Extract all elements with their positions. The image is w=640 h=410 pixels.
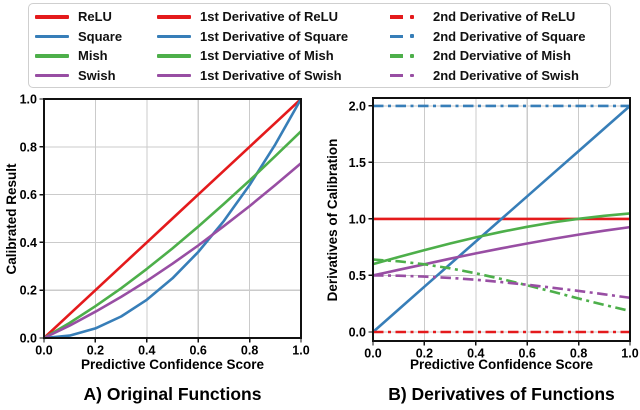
y-tick-label: 0.8 <box>20 140 37 154</box>
line-segment <box>35 15 69 19</box>
legend-line-marker <box>35 15 69 19</box>
series-1st-derivative-of-square <box>372 104 631 333</box>
legend-entry-label: 1st Derivative of ReLU <box>200 9 338 25</box>
chart-title: B) Derivatives of Functions <box>388 384 615 404</box>
legend-line-marker <box>157 54 191 58</box>
plot-frame <box>43 98 302 339</box>
legend-entry-first-derivatives-1: 1st Derivative of Square <box>157 29 390 44</box>
legend-entry-label: ReLU <box>78 9 112 25</box>
x-tick-label: 0.6 <box>519 347 536 361</box>
dot-segment <box>410 34 414 39</box>
dot-segment <box>410 14 414 19</box>
x-tick-label: 0.2 <box>87 344 104 358</box>
line-segment <box>157 15 191 19</box>
legend-entry-second-derivatives-0: 2nd Derivative of ReLU <box>390 9 610 24</box>
line-segment <box>157 54 191 58</box>
y-tick-label: 0.0 <box>20 332 37 346</box>
series-2nd-derivative-of-swish <box>372 274 631 300</box>
x-tick-label: 0.6 <box>190 344 207 358</box>
chart-original-functions: 0.0 0.2 0.4 0.6 0.8 1.0 0.0 0.2 0.4 0.6 0.8 1.0 Cal… <box>4 93 310 405</box>
legend-line-marker <box>157 73 191 78</box>
x-tick-label: 0.0 <box>35 344 52 358</box>
dot-segment <box>410 73 414 78</box>
legend-line-marker <box>35 34 69 39</box>
y-tick-label: 0.2 <box>20 284 37 298</box>
y-tick-label: 0.0 <box>349 325 366 339</box>
series-1st-derivative-of-swish <box>372 225 631 277</box>
x-tick-label: 0.2 <box>416 347 433 361</box>
dash-segment <box>390 34 403 39</box>
y-tick-label: 2.0 <box>349 99 366 113</box>
legend-line-marker <box>35 54 69 58</box>
legend-entry-label: Mish <box>78 48 108 64</box>
legend-entry-second-derivatives-2: 2nd Derviative of Mish <box>390 48 610 63</box>
line-segment <box>35 34 69 39</box>
series-swish <box>43 162 302 340</box>
legend-entry-label: 2nd Derviative of Mish <box>433 48 571 64</box>
x-tick-label: 0.8 <box>241 344 258 358</box>
legend-entry-label: 1st Derviative of Mish <box>200 48 334 64</box>
legend-entry-label: 1st Derivative of Square <box>200 28 349 44</box>
legend-entry-second-derivatives-3: 2nd Derivative of Swish <box>390 68 610 83</box>
series-1st-derviative-of-mish <box>372 212 631 266</box>
chart-title: A) Original Functions <box>84 384 262 404</box>
x-tick-label: 0.0 <box>364 347 381 361</box>
legend-entry-label: Swish <box>78 68 116 84</box>
legend-entry-functions-1: Square <box>35 29 157 44</box>
plot-area: 0.0 0.2 0.4 0.6 0.8 1.0 0.0 0.5 1.0 1.5 2.0 <box>349 97 639 361</box>
x-tick-label: 0.4 <box>467 347 484 361</box>
legend-entry-label: Square <box>78 28 123 44</box>
x-axis-label: Predictive Confidence Score <box>81 357 265 372</box>
dot-segment <box>410 54 414 58</box>
line-segment <box>157 34 191 39</box>
legend: ReLU Square Mish Swish 1st Derivative of ReL… <box>28 3 611 88</box>
series-mish <box>43 130 302 340</box>
legend-dashdot-marker <box>390 73 424 78</box>
dash-segment <box>390 14 403 19</box>
plot-area: 0.0 0.2 0.4 0.6 0.8 1.0 0.0 0.2 0.4 0.6 0.8 1.0 <box>20 93 310 358</box>
y-tick-label: 1.0 <box>20 93 37 107</box>
x-axis-label: Predictive Confidence Score <box>410 357 594 372</box>
legend-dashdot-marker <box>390 34 424 39</box>
legend-line-marker <box>157 34 191 39</box>
legend-dashdot-marker <box>390 54 424 58</box>
dash-segment <box>390 73 403 78</box>
legend-entry-first-derivatives-3: 1st Derivative of Swish <box>157 68 390 83</box>
legend-grid: ReLU Square Mish Swish 1st Derivative of ReL… <box>35 7 610 85</box>
legend-entry-label: 2nd Derivative of ReLU <box>433 9 576 25</box>
dash-segment <box>390 54 403 58</box>
line-segment <box>35 54 69 58</box>
y-tick-label: 1.5 <box>349 156 366 170</box>
x-tick-label: 1.0 <box>621 347 638 361</box>
chart-derivatives-of-functions: 0.0 0.2 0.4 0.6 0.8 1.0 0.0 0.5 1.0 1.5 2.0 Deriva… <box>325 97 639 404</box>
y-tick-label: 0.4 <box>20 236 37 250</box>
series-2nd-derviative-of-mish <box>372 258 631 313</box>
x-tick-label: 1.0 <box>292 344 309 358</box>
line-segment <box>35 73 69 78</box>
legend-entry-functions-3: Swish <box>35 68 157 83</box>
legend-entry-label: 2nd Derivative of Square <box>433 28 586 44</box>
legend-dashdot-marker <box>390 14 424 19</box>
legend-line-marker <box>35 73 69 78</box>
y-tick-label: 0.5 <box>349 269 366 283</box>
y-tick-label: 1.0 <box>349 212 366 226</box>
legend-entry-first-derivatives-2: 1st Derviative of Mish <box>157 48 390 63</box>
legend-line-marker <box>157 15 191 19</box>
line-segment <box>157 73 191 78</box>
y-axis-label: Derivatives of Calibration <box>325 139 340 302</box>
y-tick-label: 0.6 <box>20 188 37 202</box>
series-relu <box>43 98 302 339</box>
x-tick-label: 0.4 <box>138 344 155 358</box>
legend-entry-first-derivatives-0: 1st Derivative of ReLU <box>157 9 390 24</box>
legend-entry-second-derivatives-1: 2nd Derivative of Square <box>390 29 610 44</box>
legend-entry-functions-2: Mish <box>35 48 157 63</box>
legend-entry-label: 2nd Derivative of Swish <box>433 68 579 84</box>
x-tick-label: 0.8 <box>570 347 587 361</box>
legend-entry-label: 1st Derivative of Swish <box>200 68 342 84</box>
legend-entry-functions-0: ReLU <box>35 9 157 24</box>
y-axis-label: Calibrated Result <box>4 163 19 275</box>
